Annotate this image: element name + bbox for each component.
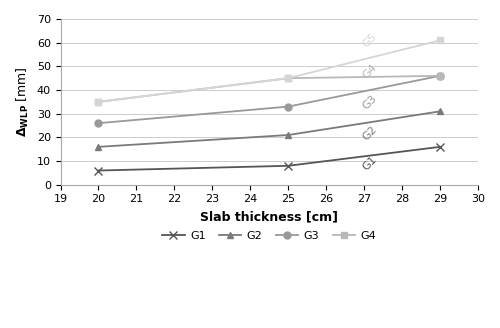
G1 [96,169,102,173]
G3 [437,74,443,78]
G2 [96,145,102,149]
G4 [96,100,102,104]
G4 [437,74,443,78]
G5 [96,100,102,104]
Text: G4: G4 [361,62,379,81]
G3 [285,105,291,109]
Text: G1: G1 [361,155,379,173]
G1 [285,164,291,168]
Line: G4: G4 [95,72,444,105]
G2 [285,133,291,137]
G3 [96,121,102,125]
G5 [285,76,291,80]
G5 [437,38,443,42]
Text: G5: G5 [361,32,379,50]
X-axis label: Slab thickness [cm]: Slab thickness [cm] [200,210,338,223]
Text: G2: G2 [361,124,379,142]
Text: G3: G3 [361,93,379,111]
G1 [437,145,443,149]
Y-axis label: $\mathbf{\Delta_{WLP}}$ [mm]: $\mathbf{\Delta_{WLP}}$ [mm] [15,67,31,137]
Line: G2: G2 [95,108,444,150]
Legend: G1, G2, G3, G4: G1, G2, G3, G4 [158,227,380,245]
G2 [437,109,443,113]
Line: G5: G5 [95,37,444,105]
G4 [285,76,291,80]
Line: G1: G1 [94,143,444,175]
Line: G3: G3 [95,72,444,127]
